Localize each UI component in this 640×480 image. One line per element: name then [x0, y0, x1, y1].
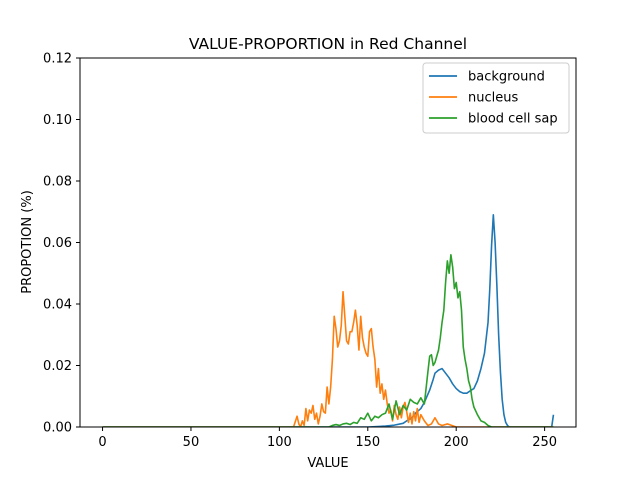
x-tick-label: 100 [267, 435, 292, 450]
x-tick-label: 0 [98, 435, 106, 450]
x-tick-label: 150 [355, 435, 380, 450]
x-tick-label: 50 [183, 435, 200, 450]
y-tick-label: 0.06 [43, 236, 72, 251]
legend-box [422, 62, 570, 134]
y-tick-label: 0.10 [43, 113, 72, 128]
y-tick-label: 0.12 [43, 52, 72, 67]
y-tick-label: 0.04 [43, 298, 72, 313]
y-tick-label: 0.08 [43, 175, 72, 190]
x-tick-label: 200 [444, 435, 469, 450]
legend-label: background [468, 70, 545, 85]
chart-title: VALUE-PROPORTION in Red Channel [189, 35, 467, 53]
series-line-nucleus [102, 290, 554, 427]
series-line-blood-cell-sap [102, 254, 554, 427]
axes-layer: 0 50 100 150 200 250 0.00 0.02 0.04 0.06 0.08 0.10 0… [43, 52, 577, 450]
y-tick-label: 0.02 [43, 359, 72, 374]
y-axis-label: PROPOTION (%) [20, 190, 35, 294]
series-layer [102, 214, 555, 427]
legend-label: nucleus [468, 91, 518, 106]
y-tick-label: 0.00 [43, 421, 72, 436]
x-axis-label: VALUE [307, 456, 348, 471]
legend-label: blood cell sap [468, 112, 558, 127]
legend: background nucleus blood cell sap [422, 62, 570, 134]
x-tick-label: 250 [532, 435, 557, 450]
